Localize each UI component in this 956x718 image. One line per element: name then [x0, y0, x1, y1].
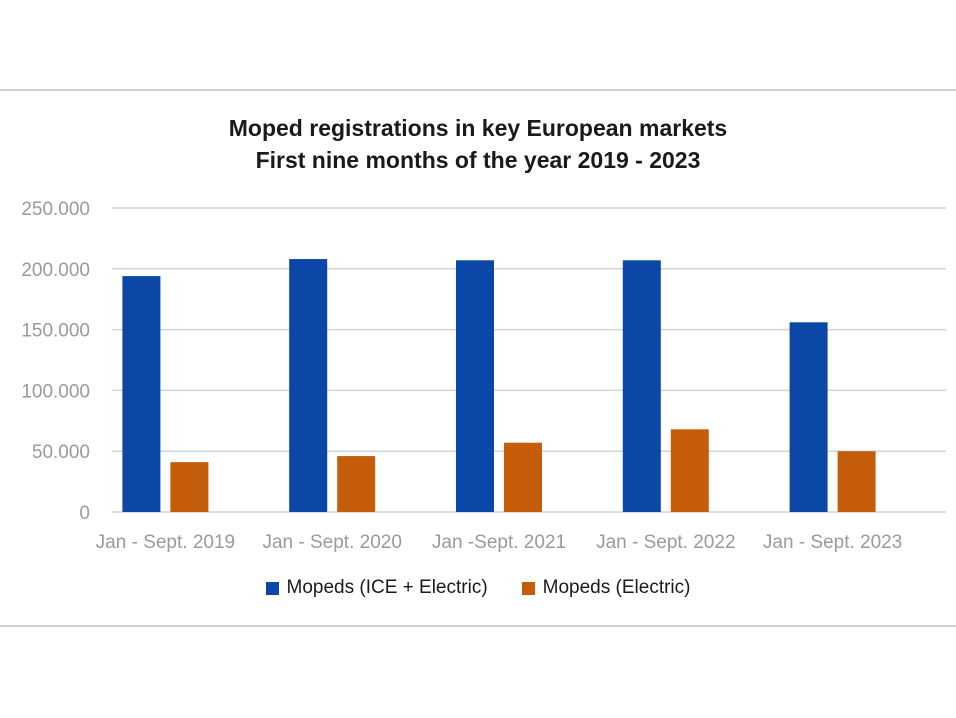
bar-electric: [504, 442, 542, 512]
x-axis-labels: Jan - Sept. 2019 Jan - Sept. 2020 Jan -Sep…: [96, 532, 903, 553]
x-tick-label: Jan - Sept. 2019: [96, 532, 235, 553]
frame-bottom-border: [0, 625, 956, 627]
legend-item-ice-electric: Mopeds (ICE + Electric): [265, 577, 488, 599]
legend-item-electric: Mopeds (Electric): [521, 577, 691, 599]
chart-subtitle: First nine months of the year 2019 - 202…: [255, 147, 701, 173]
bar-ice-electric: [622, 260, 661, 512]
x-tick-label: Jan - Sept. 2020: [262, 532, 401, 553]
bar-ice-electric: [789, 322, 828, 512]
legend-label-ice-electric: Mopeds (ICE + Electric): [286, 577, 488, 598]
bars: [122, 259, 876, 512]
y-tick-label: 0: [79, 503, 90, 524]
y-tick-label: 200.000: [21, 260, 90, 281]
legend-swatch-electric: [521, 581, 535, 595]
bar-electric: [337, 456, 376, 512]
bar-electric: [837, 451, 876, 512]
y-tick-label: 150.000: [21, 321, 90, 342]
legend-label-electric: Mopeds (Electric): [542, 577, 691, 598]
y-axis-ticks: 0 50.000 100.000 150.000 200.000 250.000: [21, 199, 90, 524]
y-tick-label: 100.000: [21, 381, 90, 402]
legend-swatch-ice-electric: [265, 581, 279, 595]
x-tick-label: Jan - Sept. 2023: [763, 532, 902, 553]
bar-electric: [170, 462, 209, 512]
bar-electric: [670, 429, 709, 512]
legend: Mopeds (ICE + Electric) Mopeds (Electric…: [0, 577, 956, 599]
bar-ice-electric: [289, 259, 328, 512]
x-tick-label: Jan -Sept. 2021: [432, 532, 566, 553]
bar-ice-electric: [456, 260, 494, 512]
y-tick-label: 250.000: [21, 199, 90, 220]
y-tick-label: 50.000: [32, 442, 90, 463]
chart-title: Moped registrations in key European mark…: [228, 115, 728, 141]
bar-ice-electric: [122, 276, 161, 512]
x-tick-label: Jan - Sept. 2022: [596, 532, 735, 553]
frame-top-border: [0, 89, 956, 91]
